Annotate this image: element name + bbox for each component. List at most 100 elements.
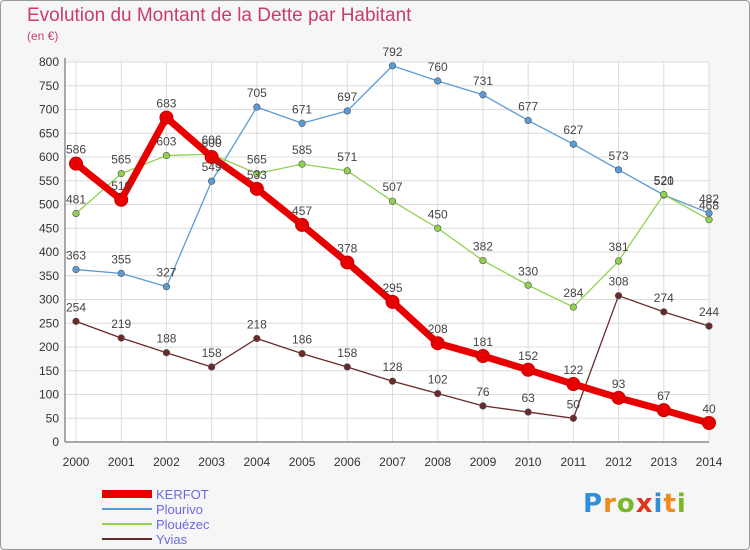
data-label-yvias: 158 bbox=[202, 346, 222, 360]
data-label-kerfot: 152 bbox=[518, 349, 538, 363]
data-label-kerfot: 93 bbox=[612, 377, 626, 391]
data-label-kerfot: 208 bbox=[428, 322, 448, 336]
y-tick-label: 150 bbox=[39, 364, 59, 378]
y-tick-label: 0 bbox=[52, 435, 59, 449]
data-label-plourivo: 760 bbox=[428, 60, 448, 74]
data-label-kerfot: 457 bbox=[292, 204, 312, 218]
data-label-plourivo: 327 bbox=[156, 266, 176, 280]
data-label-plourivo: 697 bbox=[337, 90, 357, 104]
point-kerfot bbox=[69, 156, 83, 171]
data-label-plouzec: 585 bbox=[292, 143, 312, 157]
data-label-plourivo: 549 bbox=[202, 160, 222, 174]
y-tick-label: 200 bbox=[39, 340, 59, 354]
point-yvias bbox=[434, 389, 442, 398]
y-tick-label: 450 bbox=[39, 221, 59, 235]
logo-letter: t bbox=[663, 489, 677, 519]
y-tick-label: 400 bbox=[39, 245, 59, 259]
point-kerfot bbox=[475, 349, 490, 364]
point-yvias bbox=[614, 292, 623, 300]
data-label-plouzec: 284 bbox=[563, 286, 583, 300]
y-tick-label: 800 bbox=[39, 55, 59, 69]
data-label-yvias: 50 bbox=[567, 397, 581, 411]
point-yvias bbox=[343, 363, 351, 371]
point-plouzec bbox=[705, 216, 713, 224]
point-plourivo bbox=[524, 116, 532, 125]
point-kerfot bbox=[566, 377, 581, 392]
point-plouzec bbox=[343, 167, 351, 175]
point-plouzec bbox=[524, 281, 532, 289]
point-kerfot bbox=[295, 217, 310, 232]
point-plouzec bbox=[117, 170, 125, 178]
point-plourivo bbox=[569, 140, 577, 148]
data-label-kerfot: 40 bbox=[702, 402, 716, 416]
point-plourivo bbox=[117, 269, 125, 277]
data-label-kerfot: 600 bbox=[202, 136, 222, 150]
logo-letter: P bbox=[583, 489, 604, 519]
data-label-plouzec: 382 bbox=[473, 240, 493, 254]
point-plouzec bbox=[660, 190, 668, 199]
data-label-plouzec: 507 bbox=[382, 180, 402, 194]
point-kerfot bbox=[656, 403, 671, 418]
x-tick-label: 2012 bbox=[605, 455, 632, 469]
data-label-kerfot: 122 bbox=[563, 363, 583, 377]
y-tick-label: 550 bbox=[39, 174, 59, 188]
point-plouzec bbox=[569, 303, 577, 311]
point-plouzec bbox=[298, 160, 306, 168]
y-tick-label: 50 bbox=[46, 411, 60, 425]
point-plourivo bbox=[298, 119, 306, 127]
data-label-yvias: 218 bbox=[247, 317, 267, 331]
data-label-plourivo: 482 bbox=[699, 192, 719, 206]
data-label-yvias: 63 bbox=[521, 391, 535, 405]
data-label-plourivo: 363 bbox=[66, 249, 86, 263]
data-label-yvias: 244 bbox=[699, 305, 719, 319]
point-plourivo bbox=[72, 265, 80, 274]
legend-label-plouzec: Plouézec bbox=[156, 517, 210, 532]
point-yvias bbox=[117, 334, 125, 342]
point-kerfot bbox=[521, 362, 536, 377]
data-label-yvias: 219 bbox=[111, 317, 131, 331]
point-kerfot bbox=[430, 336, 445, 351]
data-label-plouzec: 450 bbox=[428, 207, 448, 221]
data-label-plourivo: 671 bbox=[292, 102, 312, 116]
data-label-plouzec: 330 bbox=[518, 264, 538, 278]
y-tick-label: 100 bbox=[39, 388, 59, 402]
data-label-plouzec: 481 bbox=[66, 193, 86, 207]
point-plourivo bbox=[162, 283, 171, 291]
data-label-plouzec: 571 bbox=[337, 150, 357, 164]
logo-letter: i bbox=[653, 489, 664, 519]
y-tick-label: 600 bbox=[39, 150, 59, 164]
data-label-kerfot: 533 bbox=[247, 168, 267, 182]
data-label-yvias: 186 bbox=[292, 333, 312, 347]
data-label-yvias: 158 bbox=[337, 346, 357, 360]
point-plourivo bbox=[388, 62, 397, 70]
y-tick-label: 500 bbox=[39, 198, 59, 212]
x-tick-label: 2002 bbox=[153, 455, 180, 469]
point-plourivo bbox=[208, 177, 216, 185]
point-yvias bbox=[569, 414, 577, 422]
point-yvias bbox=[162, 349, 171, 357]
point-yvias bbox=[388, 377, 397, 385]
data-label-yvias: 102 bbox=[428, 373, 448, 387]
x-tick-label: 2004 bbox=[244, 455, 271, 469]
data-label-plouzec: 565 bbox=[111, 153, 131, 167]
data-label-plourivo: 355 bbox=[111, 252, 131, 266]
data-label-yvias: 274 bbox=[654, 291, 674, 305]
point-plouzec bbox=[614, 257, 623, 265]
data-label-yvias: 188 bbox=[156, 332, 176, 346]
point-plourivo bbox=[343, 107, 351, 115]
point-plouzec bbox=[479, 256, 487, 265]
logo-letter: r bbox=[603, 489, 617, 519]
data-label-plouzec: 603 bbox=[156, 135, 176, 149]
point-plourivo bbox=[434, 77, 442, 85]
legend-label-yvias: Yvias bbox=[156, 532, 188, 547]
data-label-plourivo: 705 bbox=[247, 86, 267, 100]
x-tick-label: 2003 bbox=[198, 455, 225, 469]
data-label-plourivo: 792 bbox=[382, 45, 402, 59]
x-tick-label: 2009 bbox=[470, 455, 497, 469]
data-label-yvias: 254 bbox=[66, 300, 86, 314]
data-label-yvias: 76 bbox=[476, 385, 490, 399]
x-tick-label: 2011 bbox=[560, 455, 586, 469]
data-label-plouzec: 468 bbox=[699, 199, 719, 213]
